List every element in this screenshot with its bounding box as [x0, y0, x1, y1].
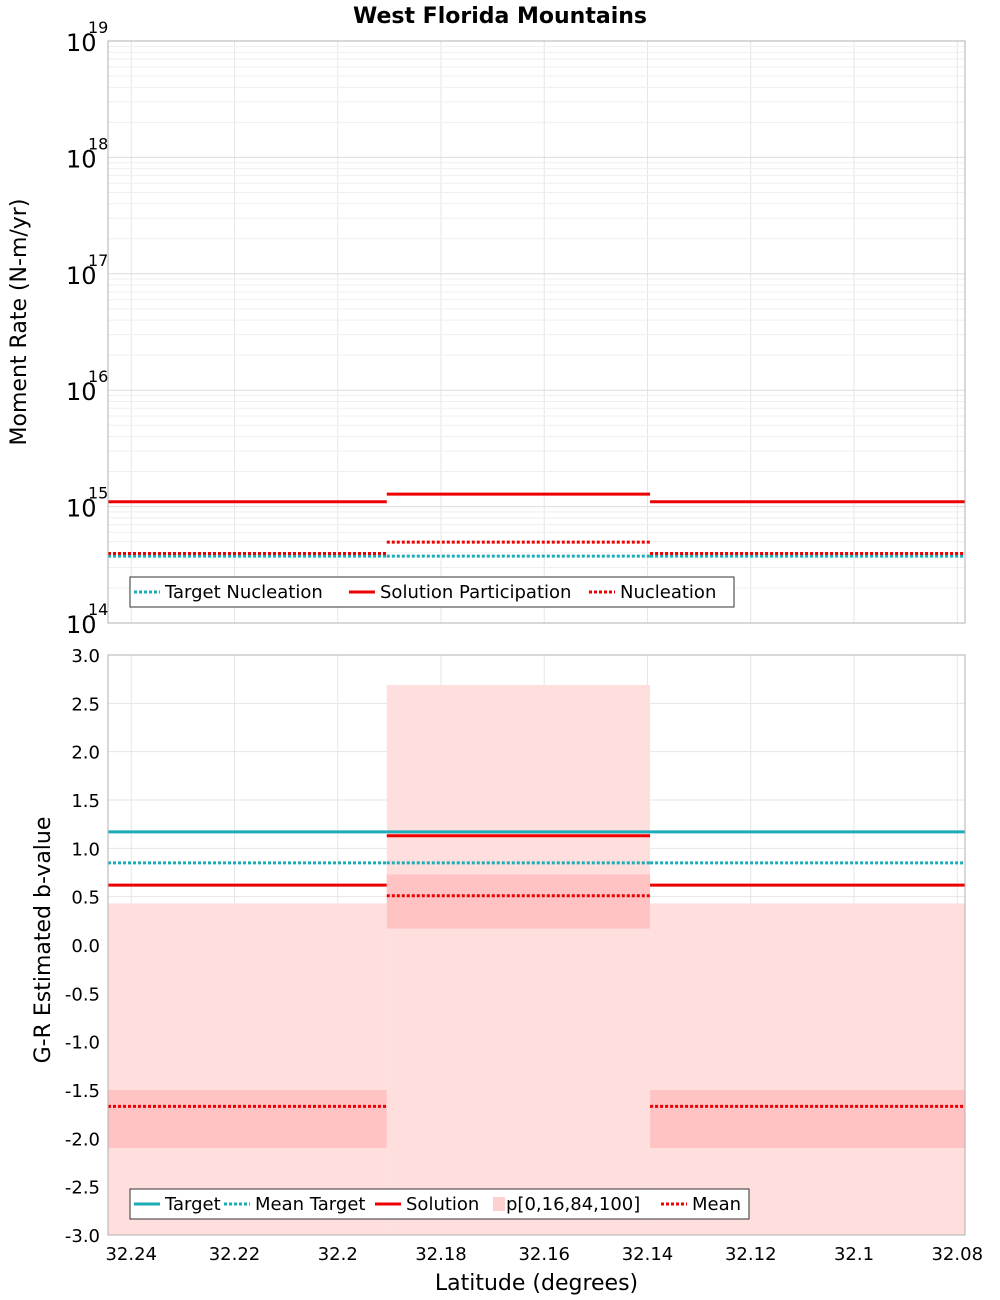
b-value-panel: 3.0 2.5 2.0 1.5 1.0 0.5 0.0 -0.5 -1.0 -1.5 -2.0 -2.…	[31, 646, 983, 1296]
moment-rate-frame	[107, 40, 966, 624]
x-axis-label: Latitude (degrees)	[435, 1271, 638, 1296]
b-value-series	[108, 830, 965, 1108]
y-tick-label: 1.0	[71, 839, 100, 860]
y-tick-label-exponent: 15	[88, 484, 108, 503]
legend-label: Solution Participation	[380, 582, 571, 603]
y-tick-label: -1.0	[65, 1033, 100, 1054]
legend-label: Mean	[692, 1194, 741, 1215]
moment-rate-grid	[108, 41, 965, 624]
y-tick-label-base: 10	[66, 378, 97, 406]
b-value-frame	[107, 654, 966, 1236]
x-tick-label: 32.1	[834, 1244, 874, 1265]
x-tick-label: 32.08	[931, 1244, 983, 1265]
y-tick-label: 2.5	[71, 694, 100, 715]
percentile-band-inner	[108, 1090, 387, 1148]
x-tick-label: 32.14	[622, 1244, 674, 1265]
y-tick-label: 1.5	[71, 791, 100, 812]
y-tick-label-base: 10	[66, 29, 97, 57]
y-tick-label-base: 10	[66, 145, 97, 173]
x-tick-label: 32.12	[725, 1244, 777, 1265]
y-tick-label: 2.0	[71, 743, 100, 764]
x-tick-label: 32.2	[318, 1244, 358, 1265]
legend-label: Solution	[406, 1194, 479, 1215]
legend-label: Mean Target	[255, 1194, 365, 1215]
y-tick-label-exponent: 17	[88, 251, 108, 270]
legend-box	[129, 1188, 750, 1220]
y-tick-label: -2.5	[65, 1178, 100, 1199]
x-tick-label: 32.16	[518, 1244, 570, 1265]
y-tick-label-exponent: 16	[88, 367, 108, 386]
x-tick-label: 32.22	[209, 1244, 261, 1265]
b-value-y-ticks: 3.0 2.5 2.0 1.5 1.0 0.5 0.0 -0.5 -1.0 -1.5 -2.0 -2.…	[65, 646, 100, 1247]
y-tick-label-base: 10	[66, 611, 97, 639]
y-tick-label-exponent: 19	[88, 18, 108, 37]
b-value-y-axis-label: G-R Estimated b-value	[31, 817, 56, 1064]
chart-title: West Florida Mountains	[353, 4, 647, 29]
percentile-band-inner	[650, 1090, 965, 1148]
moment-rate-plot-area	[108, 41, 965, 623]
x-tick-label: 32.18	[415, 1244, 467, 1265]
y-tick-label: -2.0	[65, 1129, 100, 1150]
b-value-legend: Target Mean Target Solution p[0,16,84,100] M…	[129, 1188, 750, 1220]
percentile-band-inner	[386, 874, 651, 929]
b-value-percentile-bands	[108, 684, 965, 1235]
legend-box	[129, 576, 735, 608]
moment-rate-series	[108, 492, 965, 558]
percentile-band-outer	[386, 684, 651, 1235]
percentile-band-outer	[650, 903, 965, 1235]
percentile-band-outer	[108, 903, 387, 1235]
y-tick-label-exponent: 18	[88, 134, 108, 153]
legend-swatch	[493, 1197, 505, 1211]
y-tick-label-base: 10	[66, 495, 97, 523]
x-tick-label: 32.24	[105, 1244, 157, 1265]
y-tick-label-exponent: 14	[88, 600, 108, 619]
y-tick-label: -3.0	[65, 1226, 100, 1247]
y-tick-label: 3.0	[71, 646, 100, 667]
moment-rate-y-axis-label: Moment Rate (N-m/yr)	[7, 199, 32, 446]
y-tick-label: -0.5	[65, 984, 100, 1005]
moment-rate-legend: Target Nucleation Solution Participation N…	[129, 576, 735, 608]
legend-label: p[0,16,84,100]	[506, 1194, 640, 1215]
b-value-x-ticks: 32.24 32.22 32.2 32.18 32.16 32.14 32.12 32.1 32…	[105, 1244, 983, 1265]
legend-label: Target Nucleation	[164, 582, 323, 603]
y-tick-label: 0.5	[71, 888, 100, 909]
y-tick-label: 0.0	[71, 936, 100, 957]
y-tick-label-base: 10	[66, 262, 97, 290]
legend-label: Nucleation	[620, 582, 716, 603]
y-tick-label: -1.5	[65, 1081, 100, 1102]
legend-label: Target	[164, 1194, 221, 1215]
